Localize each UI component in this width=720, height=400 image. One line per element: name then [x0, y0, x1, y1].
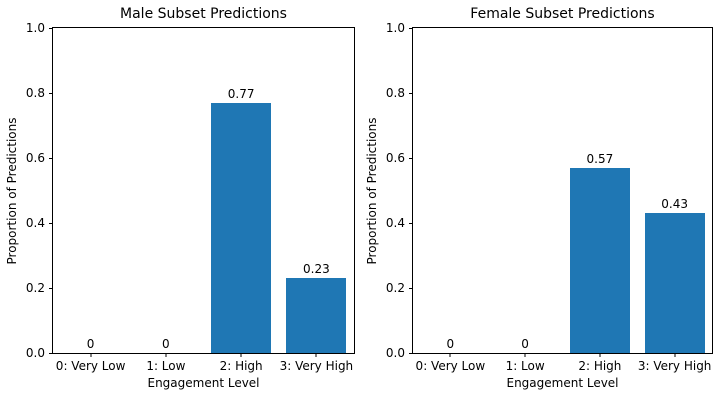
- x-tick-mark: [449, 353, 451, 357]
- y-tick-mark: [409, 28, 413, 29]
- bar-value-label: 0.43: [661, 197, 688, 212]
- x-tick-mark: [674, 353, 676, 357]
- subplot-female-predictions: Female Subset Predictions Engagement Leve…: [365, 6, 713, 390]
- bar: [211, 102, 272, 353]
- x-tick-label: 3: Very High: [637, 359, 712, 373]
- y-tick-label: 0.0: [25, 346, 45, 360]
- y-axis-label: Proportion of Predictions: [5, 117, 19, 264]
- x-tick-label: 0: Very Low: [415, 359, 486, 373]
- x-tick-mark: [599, 353, 601, 357]
- y-tick-mark: [49, 353, 53, 354]
- y-tick-label: 1.0: [25, 21, 45, 35]
- x-tick-label: 1: Low: [505, 359, 545, 373]
- y-tick-label: 0.6: [25, 151, 45, 165]
- y-tick-label: 0.6: [385, 151, 405, 165]
- x-tick-label: 2: High: [219, 359, 263, 373]
- x-tick-label: 0: Very Low: [55, 359, 126, 373]
- x-axis-label: Engagement Level: [506, 376, 619, 390]
- y-tick-mark: [49, 28, 53, 29]
- y-tick-label: 0.2: [385, 281, 405, 295]
- x-axis-label: Engagement Level: [147, 376, 260, 390]
- x-tick-label: 1: Low: [146, 359, 186, 373]
- y-tick-mark: [409, 158, 413, 159]
- y-tick-mark: [409, 288, 413, 289]
- bar-value-label: 0: [86, 337, 95, 351]
- x-tick-mark: [90, 353, 92, 357]
- y-tick-mark: [49, 223, 53, 224]
- y-tick-mark: [49, 93, 53, 94]
- y-tick-label: 0.2: [25, 281, 45, 295]
- x-tick-mark: [524, 353, 526, 357]
- y-tick-mark: [409, 223, 413, 224]
- y-tick-label: 0.4: [25, 216, 45, 230]
- x-tick-mark: [315, 353, 317, 357]
- bar-value-label: 0: [162, 337, 170, 351]
- chart-title: Female Subset Predictions: [470, 6, 655, 22]
- bar-value-label: 0.57: [586, 151, 614, 166]
- y-tick-label: 0.8: [25, 86, 45, 100]
- y-tick-label: 1.0: [385, 21, 405, 35]
- bar-value-label: 0: [446, 337, 455, 351]
- y-tick-label: 0.8: [385, 86, 405, 100]
- y-tick-mark: [49, 158, 53, 159]
- bar: [644, 213, 705, 353]
- y-tick-label: 0.4: [385, 216, 405, 230]
- bar: [569, 167, 630, 353]
- y-tick-label: 0.0: [385, 346, 405, 360]
- subplot-male-predictions: Male Subset Predictions Engagement Level P…: [5, 6, 355, 390]
- x-tick-mark: [165, 353, 167, 357]
- y-tick-mark: [49, 288, 53, 289]
- bar-value-label: 0.77: [227, 86, 255, 101]
- x-tick-label: 2: High: [578, 359, 622, 373]
- y-tick-mark: [409, 93, 413, 94]
- chart-title: Male Subset Predictions: [120, 6, 287, 22]
- bar-value-label: 0.23: [303, 262, 330, 277]
- y-tick-mark: [409, 353, 413, 354]
- x-tick-mark: [240, 353, 242, 357]
- bar-value-label: 0: [521, 337, 529, 351]
- bar: [286, 278, 347, 353]
- x-tick-label: 3: Very High: [279, 359, 354, 373]
- y-axis-label: Proportion of Predictions: [365, 117, 379, 264]
